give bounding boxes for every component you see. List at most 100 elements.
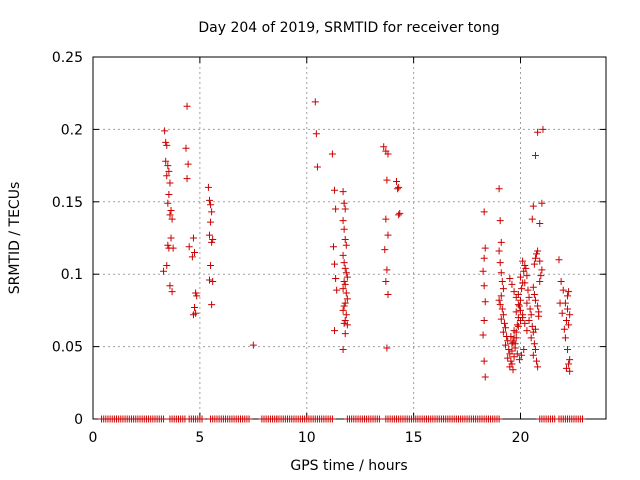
data-point xyxy=(529,283,537,291)
data-point xyxy=(328,150,336,158)
data-point xyxy=(565,288,573,296)
data-point xyxy=(382,215,390,223)
data-point xyxy=(329,243,337,251)
data-point xyxy=(530,290,538,298)
data-point xyxy=(519,311,527,319)
data-point xyxy=(522,264,530,272)
data-point xyxy=(205,231,213,239)
data-point xyxy=(508,340,516,348)
data-point xyxy=(500,319,508,327)
data-point xyxy=(383,344,391,352)
data-point xyxy=(555,256,563,264)
data-point xyxy=(209,277,217,285)
data-point xyxy=(518,351,526,359)
data-point xyxy=(534,363,542,371)
data-point xyxy=(556,299,564,307)
data-point xyxy=(339,306,347,314)
data-point xyxy=(481,298,489,306)
data-point xyxy=(497,315,505,323)
data-point xyxy=(533,357,541,365)
data-point xyxy=(207,262,215,270)
data-point xyxy=(578,415,586,423)
data-point xyxy=(499,328,507,336)
data-point xyxy=(396,209,404,217)
data-point xyxy=(381,246,389,254)
data-point xyxy=(525,317,533,325)
data-point xyxy=(517,273,524,281)
axis-ticks: 0 0.05 0.1 0.15 0.2 0.25 0 5 10 15 20 xyxy=(52,50,606,446)
data-point xyxy=(340,319,348,327)
data-point xyxy=(506,363,514,371)
data-point xyxy=(513,321,521,329)
data-point xyxy=(191,248,199,256)
data-point xyxy=(166,211,174,219)
data-point xyxy=(160,267,168,275)
data-point xyxy=(510,288,518,296)
data-point xyxy=(207,201,215,209)
y-tick-label: 0.25 xyxy=(52,50,83,66)
data-point xyxy=(328,415,336,423)
data-point xyxy=(164,162,172,170)
data-point xyxy=(193,292,201,300)
data-point xyxy=(565,360,573,368)
data-point xyxy=(342,241,350,249)
data-point xyxy=(534,247,542,255)
data-point xyxy=(513,350,521,358)
data-point xyxy=(339,188,347,196)
data-point xyxy=(495,247,503,255)
data-point xyxy=(565,321,573,329)
data-point xyxy=(161,127,169,135)
data-point xyxy=(394,185,402,193)
data-point xyxy=(341,235,349,243)
data-point xyxy=(564,305,572,313)
data-point xyxy=(523,327,531,335)
data-point xyxy=(191,304,199,312)
data-point xyxy=(332,205,340,213)
data-point xyxy=(538,199,546,207)
data-point xyxy=(504,337,512,345)
data-point xyxy=(496,301,504,309)
data-point xyxy=(530,340,538,348)
data-point xyxy=(339,345,347,353)
data-point xyxy=(534,302,542,310)
data-point xyxy=(340,302,348,310)
data-point xyxy=(331,260,339,268)
data-point xyxy=(536,220,544,228)
data-point xyxy=(502,324,510,332)
data-point xyxy=(481,373,489,381)
data-point xyxy=(332,275,340,283)
data-point xyxy=(517,296,524,304)
data-point xyxy=(538,266,546,274)
data-point xyxy=(162,157,170,165)
data-point xyxy=(498,277,506,285)
data-point xyxy=(208,238,216,246)
data-point xyxy=(163,141,171,149)
data-point xyxy=(331,186,339,194)
y-tick-label: 0 xyxy=(74,412,83,428)
data-point xyxy=(481,244,489,252)
data-point xyxy=(168,288,176,296)
data-point xyxy=(507,357,515,365)
data-point xyxy=(566,356,574,364)
data-point xyxy=(527,334,535,342)
y-tick-label: 0.05 xyxy=(52,340,83,356)
data-point xyxy=(526,305,534,313)
data-point xyxy=(564,292,572,300)
x-tick-label: 5 xyxy=(195,430,204,446)
data-point xyxy=(505,345,513,353)
data-point xyxy=(518,285,526,293)
data-point xyxy=(340,277,348,285)
x-tick-label: 0 xyxy=(89,430,98,446)
data-point xyxy=(566,367,574,375)
data-point xyxy=(529,351,537,359)
data-point xyxy=(509,338,517,346)
data-point xyxy=(527,311,535,319)
data-point xyxy=(198,415,206,423)
data-point xyxy=(510,353,518,361)
data-point xyxy=(521,279,529,287)
data-point xyxy=(341,280,349,288)
data-point xyxy=(559,286,567,294)
data-point xyxy=(341,317,349,325)
data-point xyxy=(343,295,351,303)
data-point xyxy=(560,325,568,333)
